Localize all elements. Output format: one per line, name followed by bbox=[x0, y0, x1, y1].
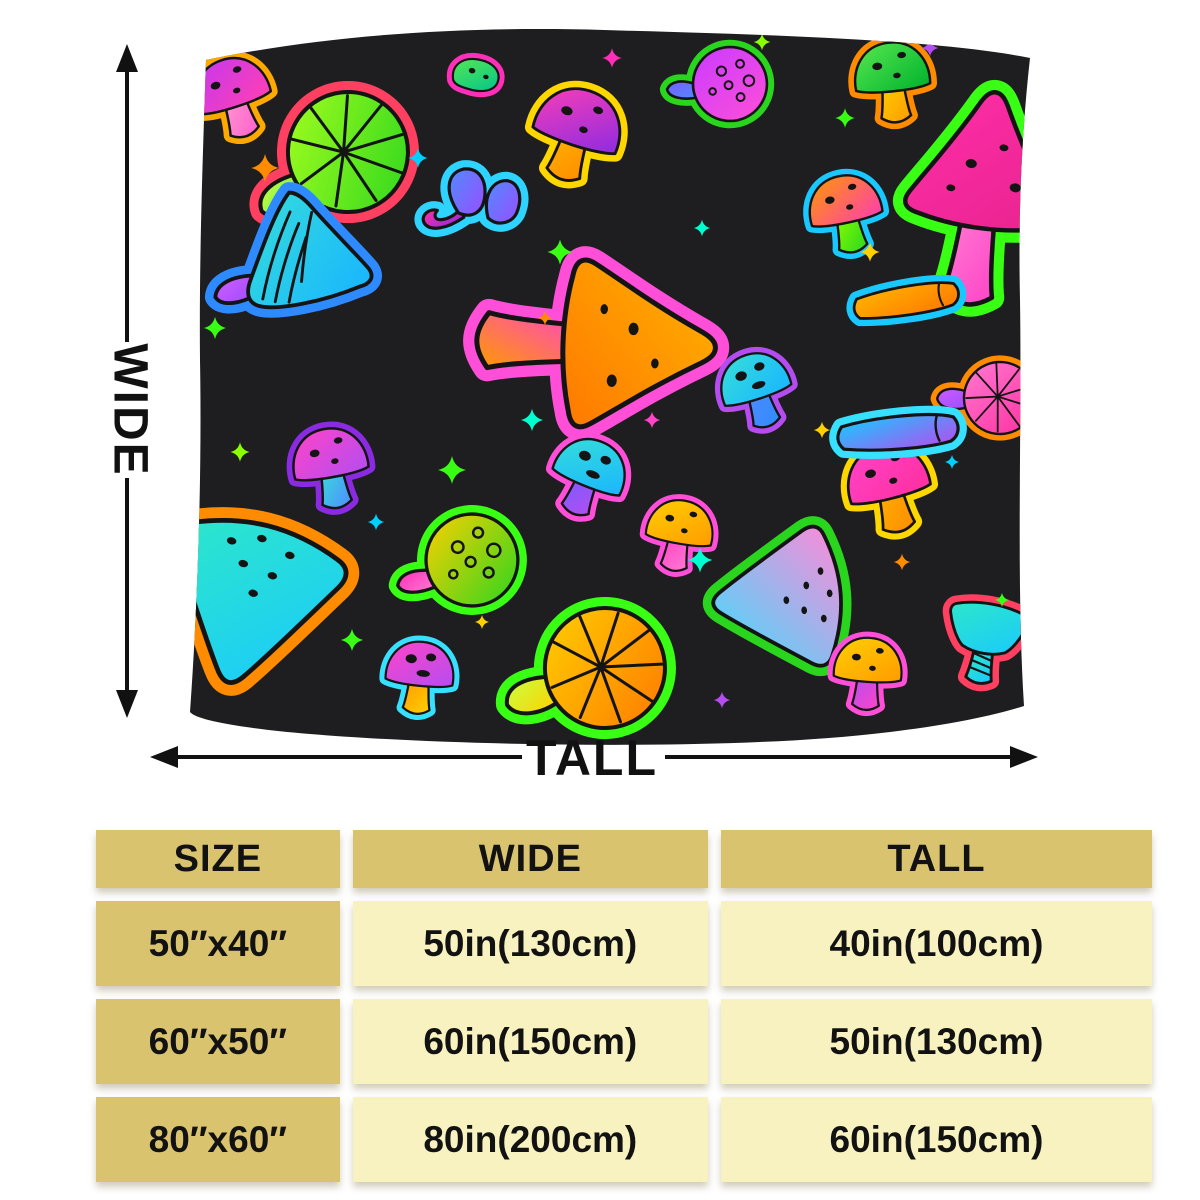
mushroom-pattern bbox=[190, 33, 1030, 739]
size-cell-row2: 60″x50″ bbox=[96, 999, 340, 1084]
tall-arrow-label: TALL bbox=[526, 730, 658, 786]
tall-cell-row3: 60in(150cm) bbox=[720, 1097, 1152, 1182]
wide-cell-row1: 50in(130cm) bbox=[352, 901, 708, 986]
tall-arrow bbox=[150, 746, 1038, 768]
tall-arrowhead-right bbox=[1010, 746, 1038, 768]
tall-cell-row2: 50in(130cm) bbox=[720, 999, 1152, 1084]
tall-cell-row1: 40in(100cm) bbox=[720, 901, 1152, 986]
wide-arrow-label: WIDE bbox=[103, 343, 156, 476]
wide-arrow bbox=[116, 44, 138, 718]
size-cell-row1: 50″x40″ bbox=[96, 901, 340, 986]
size-chart: SIZE WIDE TALL 50″x40″ 50in(130cm) 40in(… bbox=[96, 830, 1152, 1182]
wide-cell-row2: 60in(150cm) bbox=[352, 999, 708, 1084]
tall-arrowhead-left bbox=[150, 746, 178, 768]
blanket-figure-svg: WIDE TALL bbox=[103, 29, 1038, 786]
wide-arrowhead-top bbox=[116, 44, 138, 72]
wide-arrowhead-bottom bbox=[116, 690, 138, 718]
wide-cell-row3: 80in(200cm) bbox=[352, 1097, 708, 1182]
size-chart-header-size: SIZE bbox=[96, 830, 340, 888]
size-cell-row3: 80″x60″ bbox=[96, 1097, 340, 1182]
dimension-figure: WIDE TALL bbox=[103, 29, 1038, 786]
size-chart-header-wide: WIDE bbox=[352, 830, 708, 888]
size-chart-header-tall: TALL bbox=[720, 830, 1152, 888]
